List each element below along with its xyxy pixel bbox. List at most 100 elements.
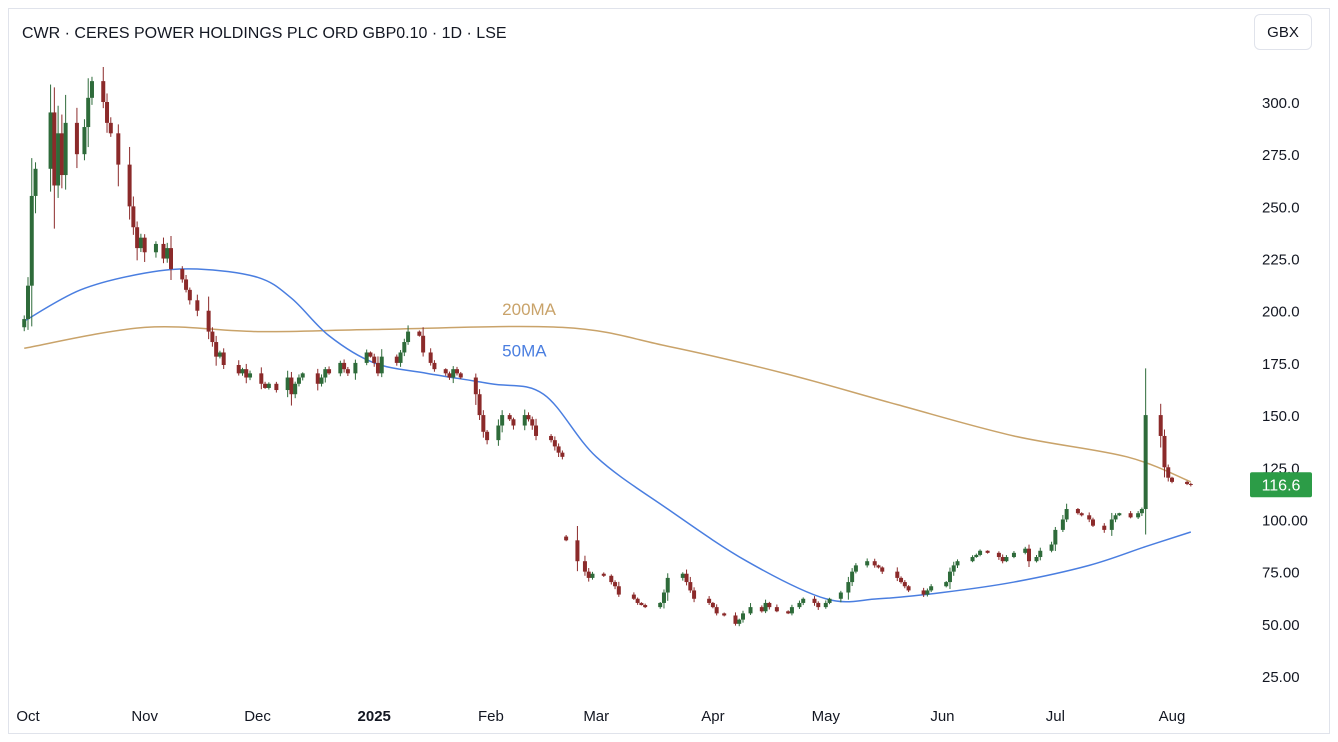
candle	[1049, 541, 1054, 553]
candle-body	[116, 133, 121, 165]
candle-body	[375, 362, 380, 374]
candle-body	[481, 415, 486, 432]
candle	[338, 360, 343, 377]
candle	[485, 429, 490, 445]
candle-body	[899, 577, 904, 583]
candle	[263, 381, 268, 389]
candle-body	[549, 435, 554, 441]
candle	[1113, 513, 1118, 523]
candle-body	[195, 300, 200, 311]
candle	[1185, 480, 1190, 486]
y-tick-label: 175.0	[1262, 356, 1300, 373]
candle	[733, 612, 738, 626]
candle-body	[210, 331, 215, 343]
candle	[741, 610, 745, 623]
candle-body	[217, 352, 222, 357]
candle	[586, 568, 591, 582]
candle	[86, 78, 91, 148]
candle-body	[526, 415, 531, 420]
candle-body	[285, 377, 290, 391]
candle	[289, 371, 294, 406]
candle-body	[590, 573, 595, 578]
candle	[812, 596, 817, 606]
candle	[978, 549, 983, 557]
last-price-badge	[1250, 472, 1312, 498]
candle	[210, 327, 215, 347]
candle	[1136, 511, 1141, 519]
x-tick-label: Oct	[16, 708, 40, 725]
currency-button[interactable]: GBX	[1254, 14, 1312, 50]
candle-body	[293, 383, 298, 395]
candle-body	[398, 352, 403, 363]
candle	[353, 359, 358, 380]
candle	[135, 221, 140, 261]
candle	[902, 580, 907, 589]
candle-body	[368, 352, 373, 357]
candle-body	[951, 565, 956, 572]
candle	[240, 367, 245, 376]
candle	[1075, 507, 1080, 515]
candle-body	[52, 112, 57, 186]
candle	[259, 367, 264, 390]
candle	[26, 277, 30, 330]
candle-body	[789, 607, 794, 614]
candle	[827, 597, 832, 605]
candle-body	[165, 248, 170, 259]
candle-body	[846, 582, 851, 593]
candle	[710, 601, 715, 609]
candle	[582, 555, 587, 576]
ma50-layer: 50MA	[23, 268, 1192, 603]
candle-body	[131, 206, 136, 228]
candle-body	[274, 383, 279, 391]
candle	[368, 351, 373, 358]
candle-body	[236, 364, 241, 374]
candle-body	[970, 557, 975, 562]
candle	[616, 581, 621, 597]
candle-body	[688, 582, 693, 591]
y-tick-label: 225.0	[1262, 252, 1300, 269]
candle-body	[853, 565, 858, 572]
candle-body	[477, 394, 482, 416]
candle-body	[59, 133, 64, 176]
y-tick-label: 300.0	[1262, 95, 1300, 112]
candle-body	[737, 619, 742, 624]
candle-body	[665, 577, 670, 593]
candle-body	[1060, 519, 1065, 530]
candle-body	[296, 377, 301, 384]
candle-body	[906, 586, 911, 591]
candle	[552, 436, 557, 451]
candle-body	[748, 607, 753, 614]
candle	[692, 587, 697, 603]
candle-body	[974, 554, 979, 558]
candle	[142, 234, 147, 262]
candle-body	[135, 227, 140, 249]
candle	[631, 592, 636, 600]
candle	[184, 274, 189, 293]
candle-body	[180, 268, 185, 280]
y-tick-label: 150.0	[1262, 408, 1300, 425]
candle-body	[902, 582, 907, 587]
candle	[169, 236, 173, 280]
ma50-label: 50MA	[502, 342, 547, 361]
candle-body	[767, 602, 772, 608]
candle-body	[722, 613, 727, 616]
candle	[797, 600, 802, 609]
candle-body	[206, 310, 211, 332]
x-tick-label: Mar	[583, 708, 609, 725]
candle-body	[921, 590, 926, 595]
candle-body	[1053, 529, 1058, 545]
candle-body	[797, 602, 802, 608]
candle-body	[364, 352, 369, 363]
ma200-layer: 200MA	[24, 300, 1192, 483]
candle	[315, 368, 320, 391]
candle	[266, 382, 271, 390]
candle-body	[1102, 525, 1107, 530]
candle	[789, 604, 794, 616]
x-tick-label: Jun	[930, 708, 954, 725]
candle	[402, 338, 407, 357]
candle	[985, 550, 990, 554]
x-axis: Oct Nov Dec 2025 Feb Mar Apr May Jun Jul Aug	[16, 708, 1185, 725]
candle	[511, 417, 516, 430]
candle-body	[786, 611, 791, 614]
candle-body	[582, 561, 587, 572]
